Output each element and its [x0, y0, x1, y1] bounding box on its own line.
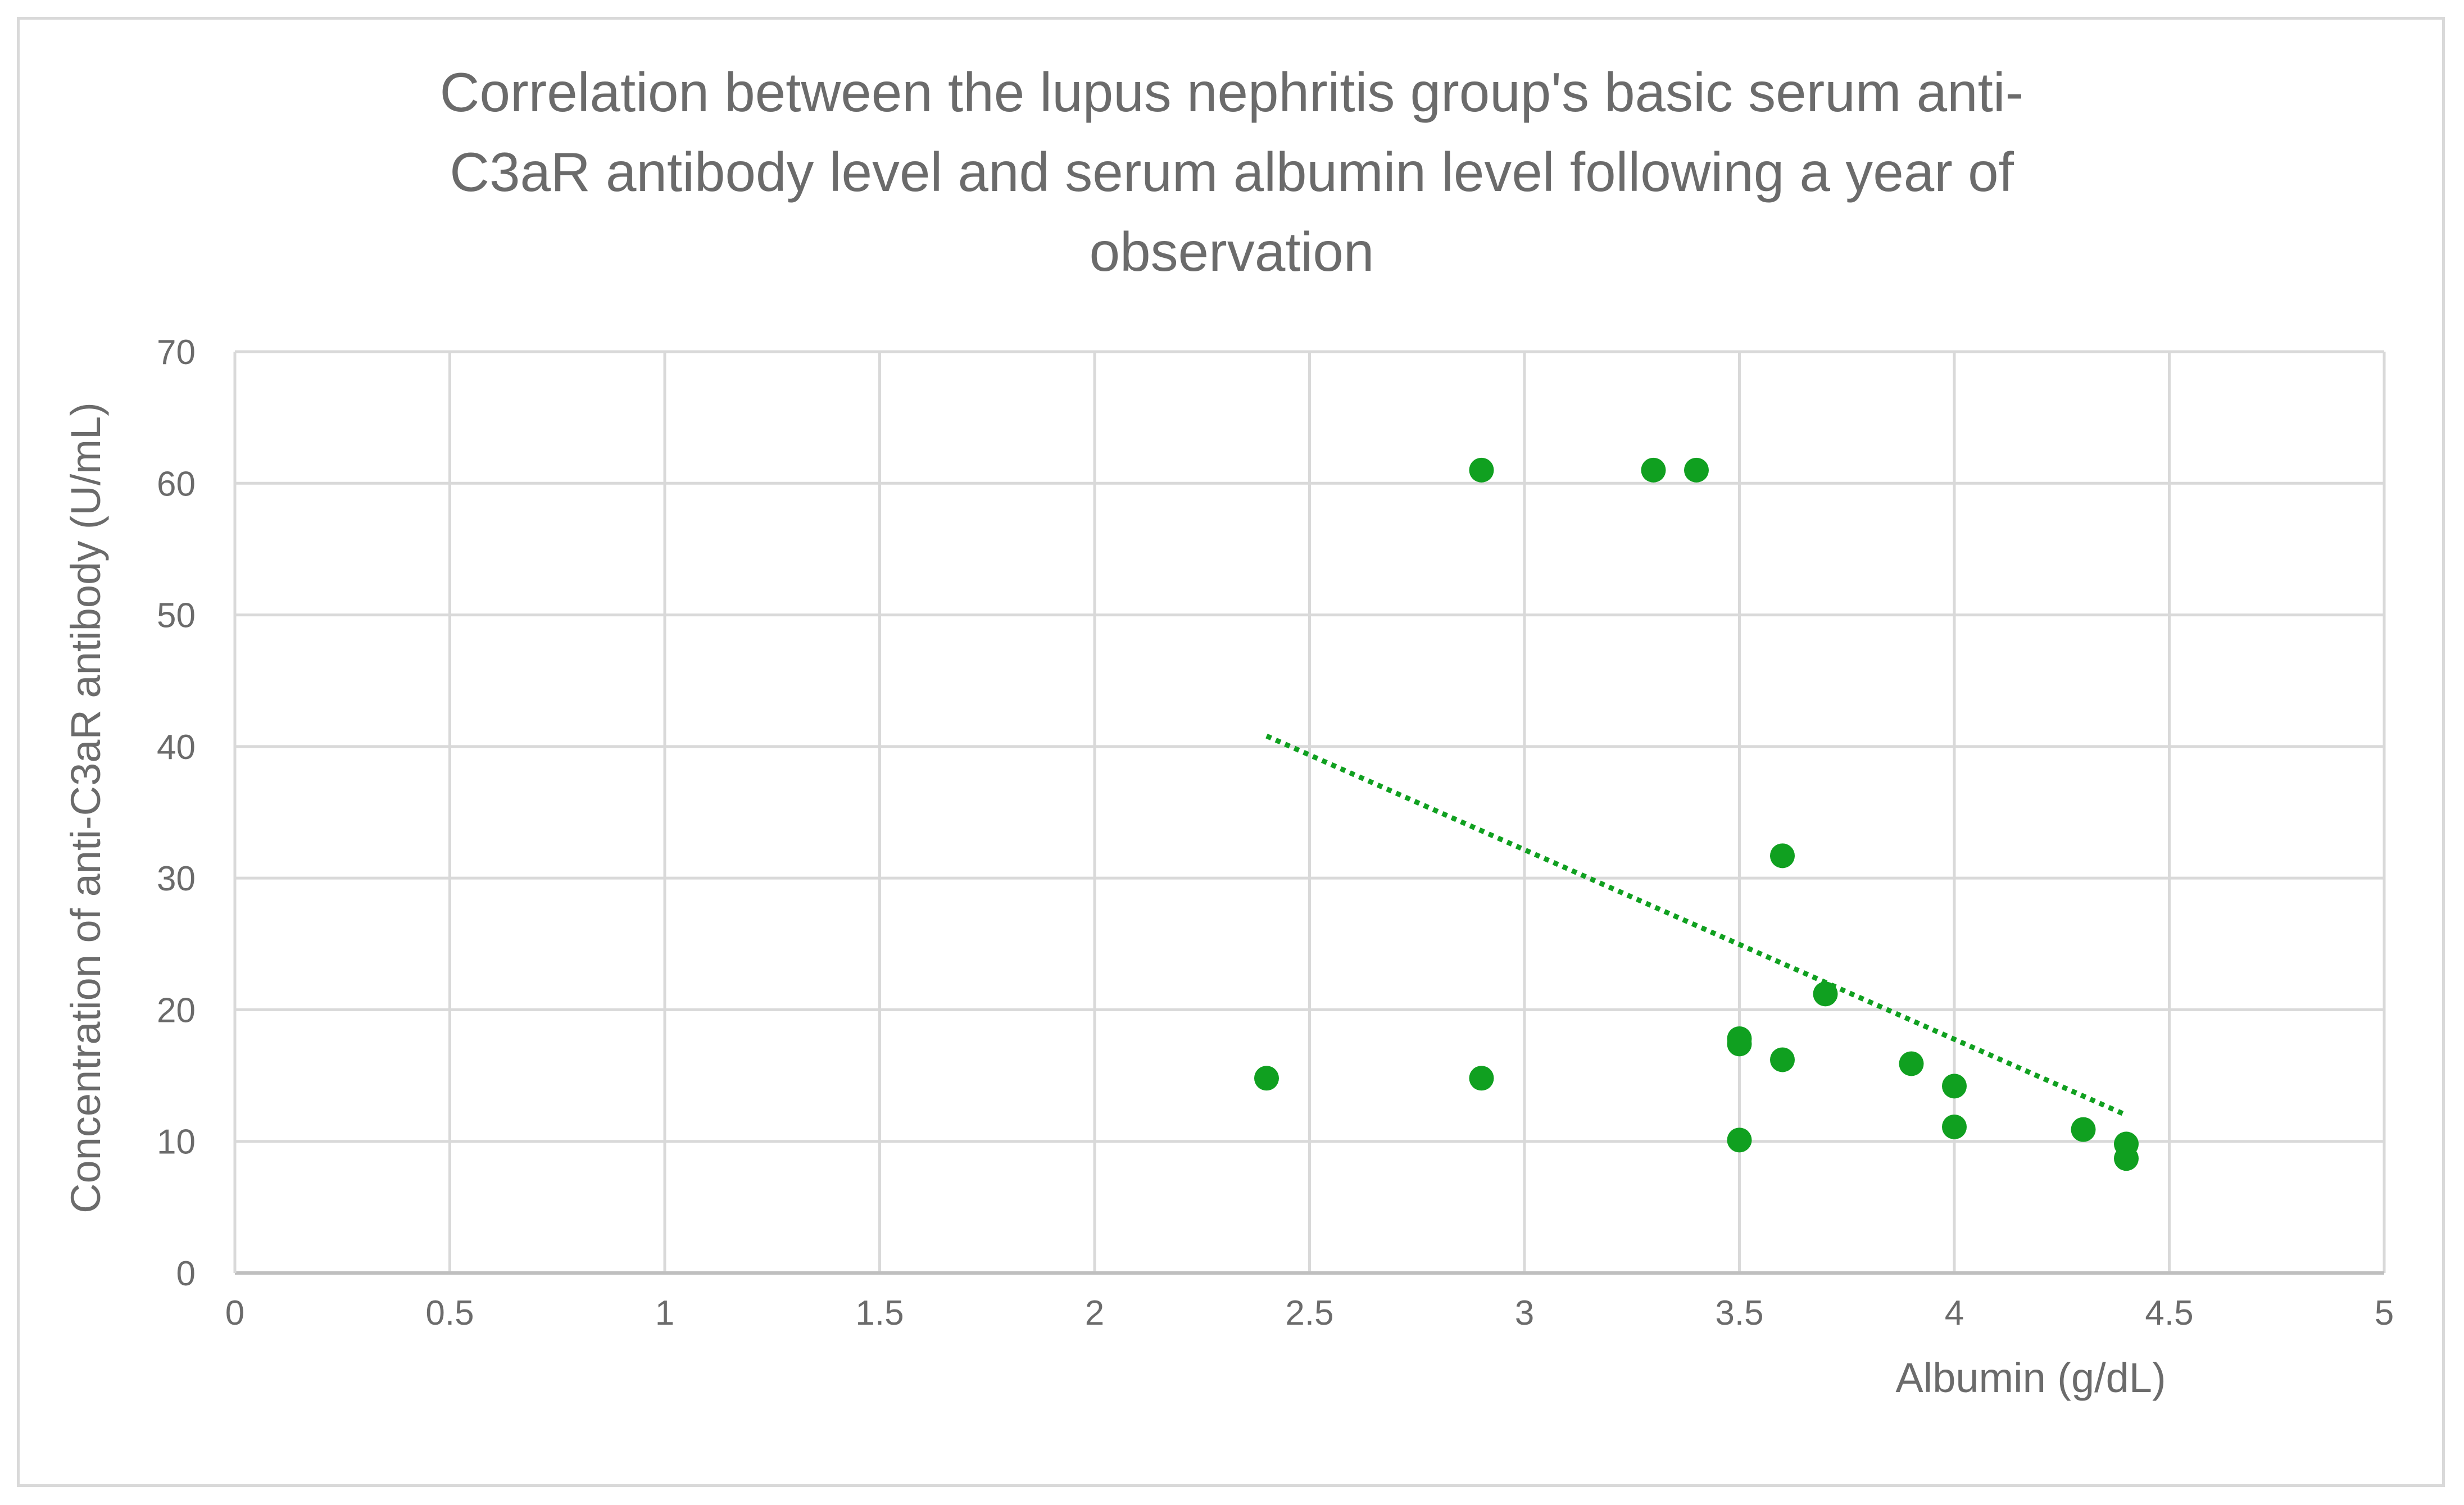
data-point — [1641, 457, 1666, 483]
y-tick-label: 40 — [157, 728, 196, 767]
y-tick-label: 70 — [157, 333, 196, 372]
data-point — [1770, 1047, 1795, 1072]
data-point — [1727, 1127, 1752, 1153]
chart-title: Correlation between the lupus nephritis … — [440, 61, 2024, 283]
x-tick-label: 4.5 — [2145, 1294, 2193, 1333]
chart-title-line-1: Correlation between the lupus nephritis … — [440, 61, 2024, 123]
axes — [233, 352, 2384, 1275]
data-point — [1813, 981, 1838, 1007]
chart-title-line-2: C3aR antibody level and serum albumin le… — [450, 141, 2014, 203]
x-tick-label: 1 — [655, 1294, 674, 1333]
x-tick-label: 3.5 — [1715, 1294, 1763, 1333]
gridlines — [235, 350, 2386, 1273]
data-point — [1469, 457, 1494, 483]
trendline-group — [1265, 733, 2127, 1117]
y-tick-labels: 0 10 20 30 40 50 60 70 — [157, 333, 196, 1293]
x-tick-label: 2 — [1085, 1294, 1104, 1333]
x-axis-title: Albumin (g/dL) — [1895, 1354, 2166, 1401]
y-tick-label: 30 — [157, 860, 196, 898]
y-axis-title: Concentration of anti-C3aR antibody (U/m… — [62, 402, 109, 1213]
x-tick-label: 5 — [2375, 1294, 2394, 1333]
data-point — [1899, 1051, 1924, 1076]
x-tick-label: 0.5 — [425, 1294, 474, 1333]
trendline — [1265, 733, 2127, 1117]
y-tick-label: 50 — [157, 597, 196, 635]
data-point — [1727, 1031, 1752, 1057]
x-tick-label: 4 — [1945, 1294, 1964, 1333]
x-tick-label: 2.5 — [1285, 1294, 1333, 1333]
data-point — [2071, 1117, 2096, 1142]
data-point — [1770, 843, 1795, 869]
y-tick-label: 60 — [157, 465, 196, 503]
chart-title-line-3: observation — [1090, 221, 1374, 283]
data-point — [1684, 457, 1709, 483]
data-point — [1469, 1066, 1494, 1091]
data-point — [1942, 1074, 1967, 1099]
data-points — [1254, 457, 2139, 1171]
x-tick-label: 3 — [1515, 1294, 1534, 1333]
x-tick-labels: 0 0.5 1 1.5 2 2.5 3 3.5 4 4.5 5 — [225, 1294, 2394, 1333]
data-point — [1942, 1114, 1967, 1139]
data-point — [1254, 1066, 1279, 1091]
x-tick-label: 0 — [225, 1294, 244, 1333]
x-tick-label: 1.5 — [855, 1294, 904, 1333]
y-tick-label: 10 — [157, 1123, 196, 1162]
y-tick-label: 20 — [157, 991, 196, 1030]
chart-frame — [17, 17, 2445, 1487]
y-tick-label: 0 — [176, 1254, 196, 1293]
data-point — [2114, 1146, 2139, 1171]
